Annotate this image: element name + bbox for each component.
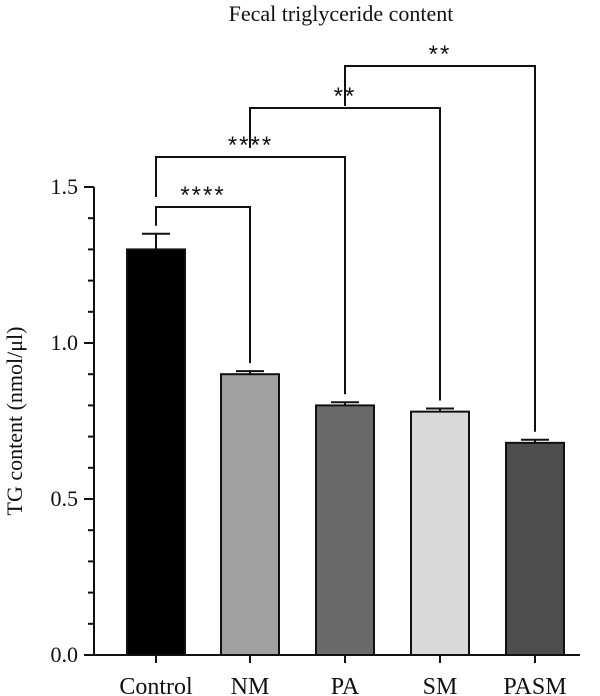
category-labels: Control NM PA SM PASM xyxy=(119,655,567,696)
significance-label: **** xyxy=(180,182,225,209)
bar-control xyxy=(126,248,186,656)
bars xyxy=(126,232,565,657)
x-tick-label-nm: NM xyxy=(231,674,270,696)
bracket-line xyxy=(155,156,346,395)
bar-pasm xyxy=(505,441,565,656)
y-tick-label: 1.5 xyxy=(51,174,79,199)
bar-nm xyxy=(220,373,280,656)
x-tick-label-pa: PA xyxy=(331,674,360,696)
significance-label: ** xyxy=(429,41,452,68)
bracket-line xyxy=(344,65,536,432)
bar-sm xyxy=(410,410,470,657)
significance-bracket-control-nm: **** xyxy=(155,182,251,364)
bracket-line xyxy=(155,206,251,364)
x-tick-label-control: Control xyxy=(119,674,193,696)
y-tick-label: 1.0 xyxy=(51,330,79,355)
x-tick-label-pasm: PASM xyxy=(503,674,566,696)
bracket-line xyxy=(249,107,441,401)
significance-brackets: ************ xyxy=(155,41,536,432)
significance-bracket-pa-pasm: ** xyxy=(344,41,536,432)
chart-title: Fecal triglyceride content xyxy=(229,1,454,26)
y-tick-label: 0.5 xyxy=(51,486,79,511)
y-tick-label: 0.0 xyxy=(51,642,79,667)
bar-pa xyxy=(315,404,375,656)
y-axis-title: TG content (nmol/μl) xyxy=(2,327,27,516)
x-tick-label-sm: SM xyxy=(423,674,458,696)
